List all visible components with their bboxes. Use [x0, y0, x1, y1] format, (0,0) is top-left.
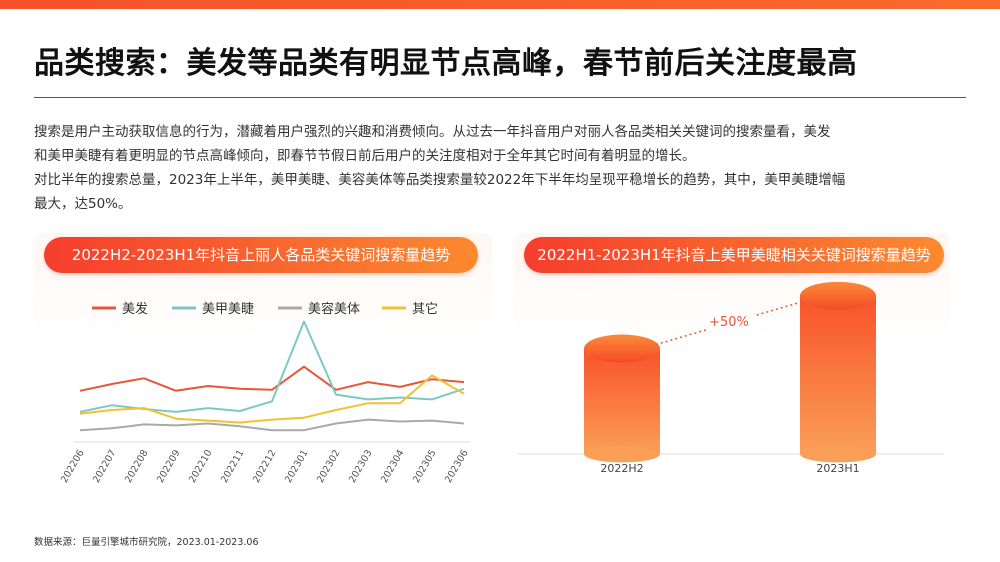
series-line — [79, 365, 465, 392]
bar-top-cap — [584, 334, 660, 363]
legend-item: 其它 — [382, 301, 438, 317]
legend-label: 其它 — [412, 301, 438, 317]
x-tick-label: 202208 — [123, 448, 151, 485]
series-line — [79, 374, 465, 424]
title-divider — [34, 97, 966, 98]
x-tick-label: 202303 — [347, 448, 375, 485]
growth-annotation: +50% — [709, 315, 749, 330]
description-line: 对比半年的搜索总量，2023年上半年，美甲美睫、美容美体等品类搜索量较2022年… — [34, 172, 846, 188]
bar-chart: 2022H2 2023H1 +50% — [518, 281, 944, 475]
series-line — [79, 418, 465, 432]
line-chart-title: 2022H2-2023H1年抖音上丽人各品类关键词搜索量趋势 — [44, 237, 478, 273]
x-tick-label: 202212 — [251, 448, 279, 485]
description: 搜索是用户主动获取信息的行为，潜藏着用户强烈的兴趣和消费倾向。从过去一年抖音用户… — [34, 120, 974, 216]
legend-label: 美容美体 — [308, 301, 360, 317]
description-line: 搜索是用户主动获取信息的行为，潜藏着用户强烈的兴趣和消费倾向。从过去一年抖音用户… — [34, 124, 831, 140]
bar-body — [800, 295, 876, 454]
x-tick-label: 202210 — [187, 448, 215, 485]
x-tick-label: 202301 — [283, 448, 311, 485]
x-tick-label: 202209 — [155, 448, 183, 485]
legend-item: 美甲美睫 — [172, 302, 254, 317]
description-line: 最大，达50%。 — [34, 196, 132, 212]
bar-2023H1 — [800, 281, 876, 463]
legend-item: 美容美体 — [278, 301, 360, 317]
legend-label: 美甲美睫 — [202, 302, 254, 317]
x-tick-label: 202305 — [411, 448, 439, 485]
line-chart-panel — [34, 233, 492, 498]
bar-bottom-cap — [584, 445, 660, 463]
legend-label: 美发 — [122, 301, 148, 317]
bar-top-cap — [800, 281, 876, 310]
growth-badge — [699, 309, 759, 334]
top-accent-bar — [0, 0, 1000, 9]
x-tick-label: 2023H1 — [816, 462, 859, 475]
bar-2022H2 — [584, 334, 660, 463]
description-line: 和美甲美睫有着更明显的节点高峰倾向，即春节节假日前后用户的关注度相对于全年其它时… — [34, 148, 696, 164]
x-tick-label: 2022H2 — [600, 462, 643, 475]
x-tick-label: 202207 — [91, 448, 119, 485]
x-tick-label: 202304 — [379, 448, 407, 485]
bar-bottom-cap — [800, 445, 876, 463]
x-tick-label: 202206 — [59, 448, 87, 485]
legend-item: 美发 — [92, 301, 148, 317]
page-title: 品类搜索：美发等品类有明显节点高峰，春节前后关注度最高 — [34, 46, 858, 81]
bar-body — [584, 348, 660, 454]
x-tick-label: 202306 — [443, 448, 471, 485]
x-tick-label: 202211 — [219, 448, 247, 485]
data-source: 数据来源：巨量引擎城市研究院，2023.01-2023.06 — [34, 537, 259, 548]
x-tick-label: 202302 — [315, 448, 343, 485]
bar-chart-title: 2022H1-2023H1年抖音上美甲美睫相关关键词搜索量趋势 — [524, 237, 944, 273]
